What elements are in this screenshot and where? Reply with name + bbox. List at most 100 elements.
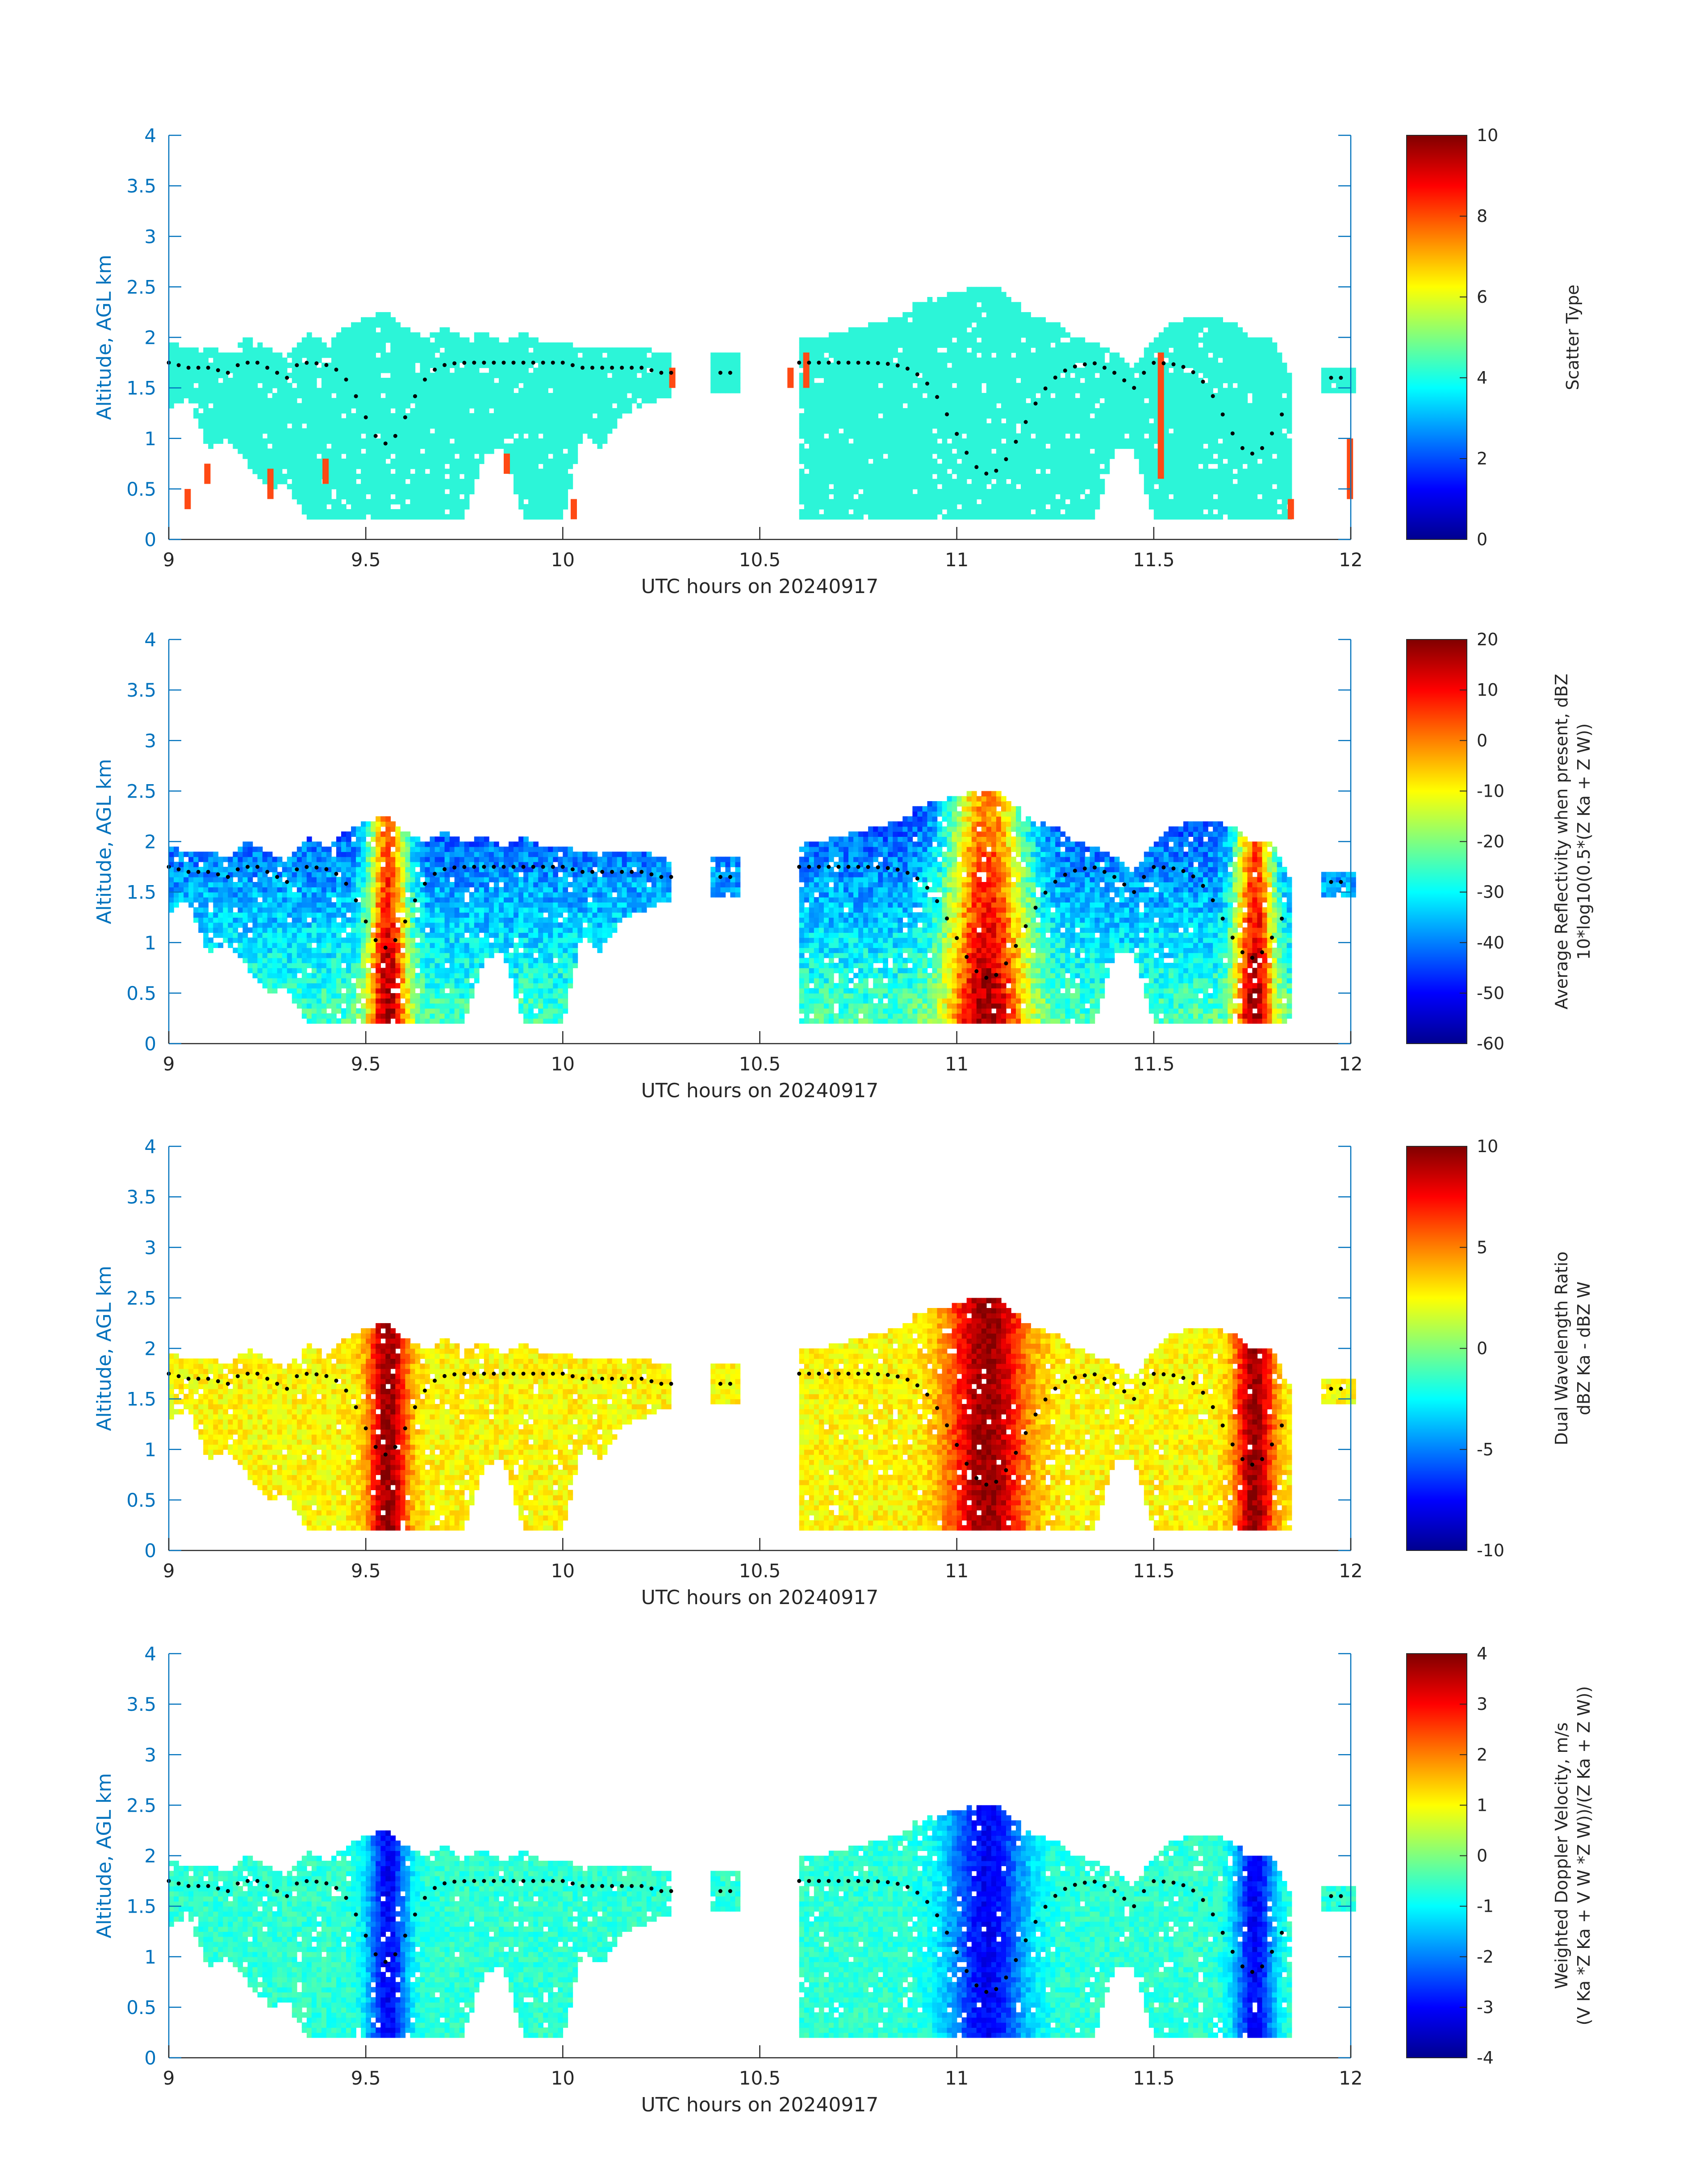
heatmap-cell [1050, 327, 1056, 333]
heatmap-cell [1016, 322, 1021, 328]
heatmap-cell [1050, 428, 1056, 434]
heatmap-cell [287, 459, 292, 464]
heatmap-cell [809, 398, 814, 404]
heatmap-cell [179, 347, 184, 353]
heatmap-cell [356, 342, 361, 348]
heatmap-cell [523, 504, 529, 510]
heatmap-cell [198, 388, 204, 393]
heatmap-cell [371, 438, 376, 444]
heatmap-cell [361, 317, 366, 323]
heatmap-cell [907, 443, 913, 449]
heatmap-cell [804, 489, 810, 494]
heatmap-cell [336, 473, 342, 479]
heatmap-cell [932, 418, 938, 424]
heatmap-cell [316, 484, 322, 489]
heatmap-cell [454, 499, 460, 505]
heatmap-cell [238, 408, 243, 414]
heatmap-cell [883, 398, 888, 404]
heatmap-cell [287, 363, 292, 368]
heatmap-cell [932, 433, 938, 439]
heatmap-cell [1021, 499, 1026, 505]
heatmap-cell [833, 459, 839, 464]
heatmap-cell [1006, 327, 1011, 333]
heatmap-cell [1001, 448, 1006, 454]
heatmap-cell [489, 378, 494, 384]
heatmap-cell [493, 408, 499, 414]
heatmap-cell [902, 433, 908, 439]
heatmap-cell [292, 479, 297, 485]
heatmap-cell [868, 479, 873, 485]
heatmap-cell [336, 464, 342, 469]
heatmap-cell [331, 428, 337, 434]
heatmap-cell [893, 372, 898, 378]
heatmap-cell [858, 499, 864, 505]
heatmap-cell [439, 352, 445, 358]
heatmap-cell [499, 438, 504, 444]
heatmap-cell [1026, 464, 1031, 469]
heatmap-cell [971, 408, 977, 414]
heatmap-cell [828, 443, 834, 449]
heatmap-cell [597, 363, 603, 368]
heatmap-cell [548, 433, 553, 439]
heatmap-cell [425, 443, 430, 449]
heatmap-cell [582, 403, 588, 409]
heatmap-cell [376, 504, 381, 510]
heatmap-cell [538, 393, 543, 398]
heatmap-cell [489, 347, 494, 353]
heatmap-cell [833, 388, 839, 393]
heatmap-cell [898, 479, 903, 485]
heatmap-cell [188, 393, 194, 398]
heatmap-cell [439, 393, 445, 398]
heatmap-cell [336, 448, 342, 454]
heatmap-cell [1070, 459, 1076, 464]
heatmap-cell [306, 499, 312, 505]
heatmap-cell [976, 443, 982, 449]
heatmap-cell [823, 347, 829, 353]
heatmap-cell [1085, 398, 1090, 404]
heatmap-cell [907, 448, 913, 454]
heatmap-cell [439, 332, 445, 338]
heatmap-cell [819, 453, 824, 459]
heatmap-cell [415, 433, 421, 439]
heatmap-cell [1055, 363, 1061, 368]
heatmap-cell [602, 408, 608, 414]
heatmap-cell [1085, 393, 1090, 398]
heatmap-cell [1085, 388, 1090, 393]
heatmap-cell [641, 393, 647, 398]
heatmap-cell [306, 504, 312, 510]
heatmap-cell [316, 459, 322, 464]
heatmap-cell [804, 337, 810, 343]
heatmap-cell [434, 438, 440, 444]
heatmap-cell [1006, 408, 1011, 414]
heatmap-cell [247, 352, 253, 358]
heatmap-cell [518, 408, 524, 414]
heatmap-cell [873, 347, 878, 353]
heatmap-cell [814, 428, 819, 434]
heatmap-cell [804, 504, 810, 510]
heatmap-cell [966, 302, 972, 308]
heatmap-cell [572, 408, 578, 414]
heatmap-cell [986, 383, 992, 389]
heatmap-cell [956, 509, 962, 515]
heatmap-cell [316, 423, 322, 429]
heatmap-cell [277, 398, 283, 404]
heatmap-cell [833, 489, 839, 494]
heatmap-cell [646, 378, 652, 384]
heatmap-cell [518, 418, 524, 424]
heatmap-cell [1050, 357, 1056, 363]
heatmap-cell [454, 337, 460, 343]
heatmap-cell [380, 443, 386, 449]
heatmap-cell [242, 352, 248, 358]
heatmap-cell [509, 378, 514, 384]
heatmap-cell [361, 504, 366, 510]
heatmap-cell [380, 332, 386, 338]
heatmap-cell [1065, 494, 1071, 500]
heatmap-cell [725, 352, 731, 358]
heatmap-cell [1070, 368, 1076, 373]
heatmap-cell [1060, 352, 1066, 358]
heatmap-cell [873, 438, 878, 444]
heatmap-cell [533, 347, 539, 353]
heatmap-cell [1031, 494, 1036, 500]
heatmap-cell [272, 479, 278, 485]
heatmap-cell [986, 287, 992, 292]
